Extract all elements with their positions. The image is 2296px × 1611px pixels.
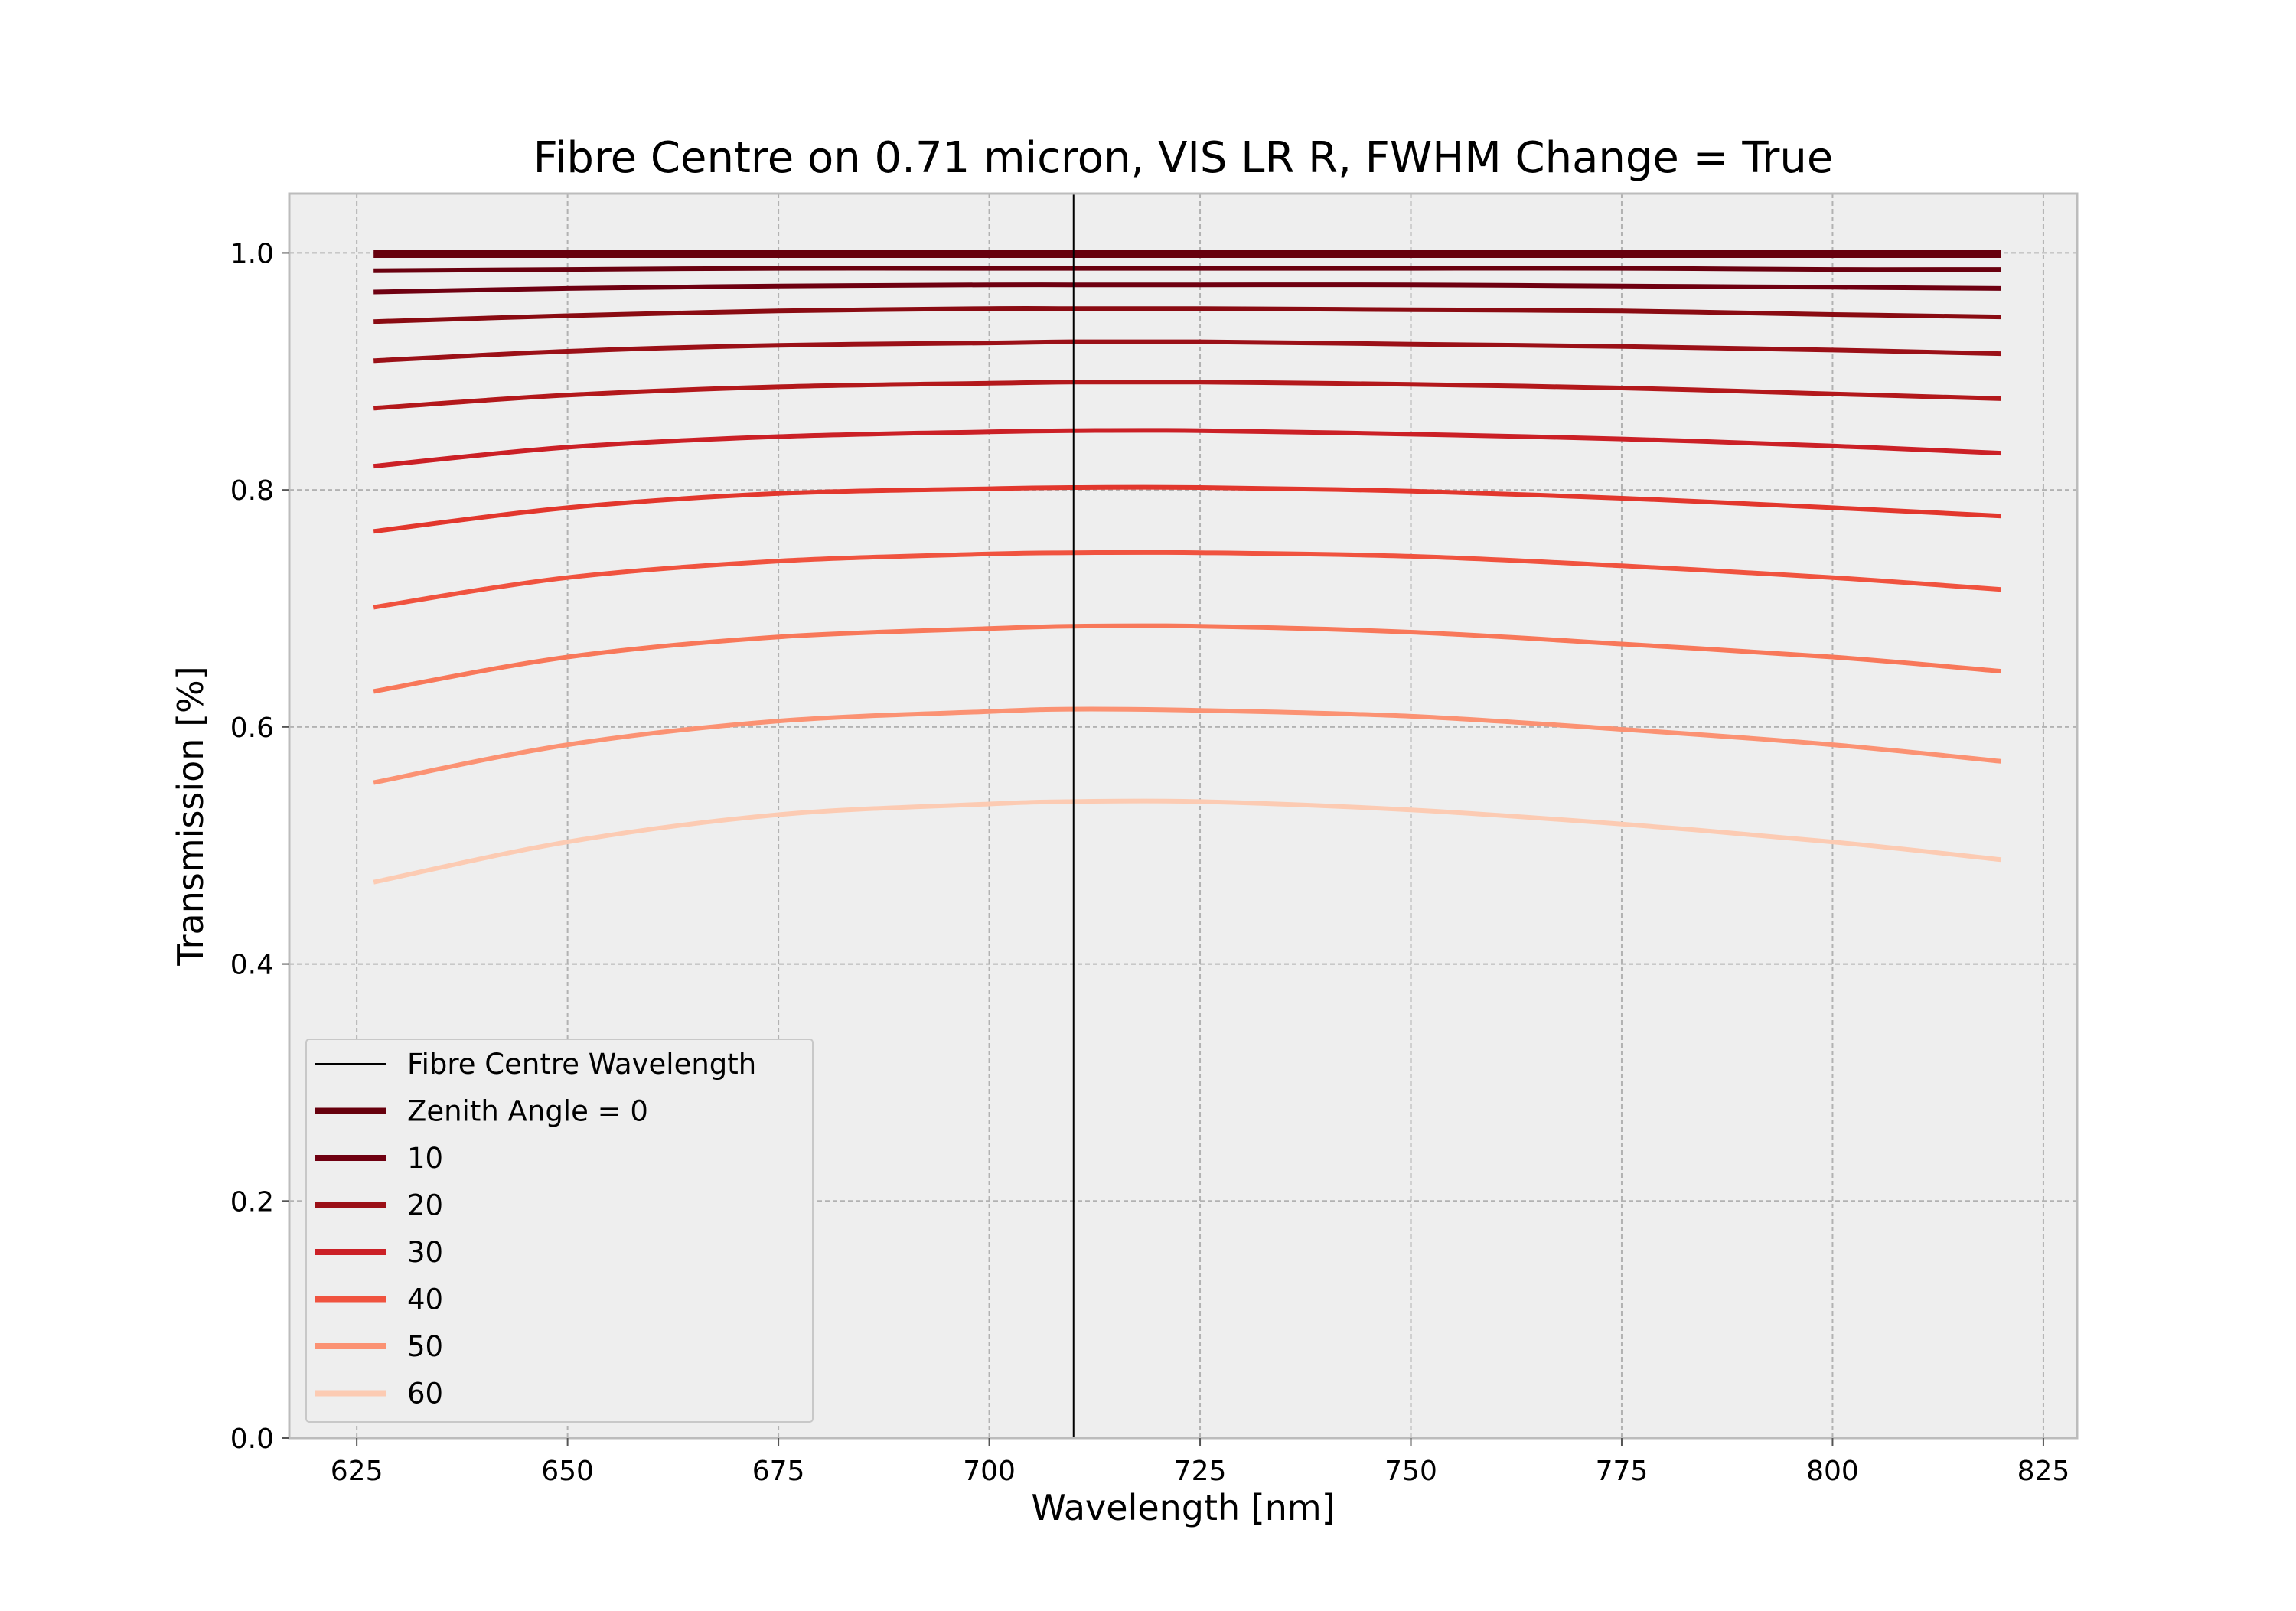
legend: Fibre Centre Wavelength Zenith Angle = 0 1… — [305, 1039, 814, 1423]
series-line — [373, 550, 2002, 610]
x-tick-label: 675 — [752, 1456, 805, 1487]
series-line — [373, 305, 2001, 324]
y-tick-label: 0.2 — [230, 1186, 274, 1218]
x-axis-label: Wavelength [nm] — [1031, 1487, 1335, 1528]
x-tick-label: 750 — [1384, 1456, 1437, 1487]
legend-label: 10 — [407, 1142, 443, 1175]
x-tick-label: 775 — [1596, 1456, 1649, 1487]
legend-label: 60 — [407, 1378, 443, 1410]
plot-frame — [288, 192, 2079, 1440]
series-line — [373, 706, 2002, 785]
legend-label: 50 — [407, 1330, 443, 1363]
legend-label: 20 — [407, 1189, 443, 1222]
series-line — [373, 798, 2002, 885]
x-tick-label: 625 — [331, 1456, 383, 1487]
y-tick-label: 0.6 — [230, 713, 274, 744]
axis-ticks: 625 650 675 700 725 750 775 800 825 0.0 0.2 0.4 0.6 0… — [230, 238, 2070, 1487]
x-tick-label: 725 — [1174, 1456, 1227, 1487]
y-axis-label: Transmission [%] — [170, 666, 211, 966]
series-line — [373, 282, 2001, 295]
series-line — [373, 484, 2001, 534]
y-tick-label: 0.4 — [230, 950, 274, 981]
y-tick-label: 0.8 — [230, 475, 274, 507]
series-line — [373, 339, 2001, 364]
y-tick-label: 0.0 — [230, 1423, 274, 1455]
series-lines — [373, 249, 2002, 885]
series-line — [373, 379, 2001, 411]
series-line — [373, 623, 2002, 694]
chart-title: Fibre Centre on 0.71 micron, VIS LR R, F… — [533, 133, 1834, 183]
series-line — [373, 266, 2001, 273]
legend-label: 40 — [407, 1283, 443, 1316]
x-tick-label: 650 — [541, 1456, 594, 1487]
x-tick-label: 700 — [963, 1456, 1016, 1487]
legend-label: Fibre Centre Wavelength — [407, 1048, 756, 1081]
series-line — [373, 428, 2001, 469]
x-tick-label: 800 — [1806, 1456, 1859, 1487]
legend-label: Zenith Angle = 0 — [407, 1095, 648, 1128]
y-tick-label: 1.0 — [230, 238, 274, 269]
legend-box — [305, 1039, 814, 1423]
x-tick-label: 825 — [2017, 1456, 2070, 1487]
legend-label: 30 — [407, 1236, 443, 1269]
